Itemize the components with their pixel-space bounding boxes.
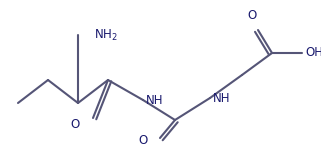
Text: O: O <box>71 118 80 130</box>
Text: O: O <box>247 9 256 22</box>
Text: NH$_2$: NH$_2$ <box>94 27 118 43</box>
Text: OH: OH <box>305 47 321 59</box>
Text: NH: NH <box>213 91 230 105</box>
Text: NH: NH <box>146 93 163 107</box>
Text: O: O <box>139 134 148 146</box>
